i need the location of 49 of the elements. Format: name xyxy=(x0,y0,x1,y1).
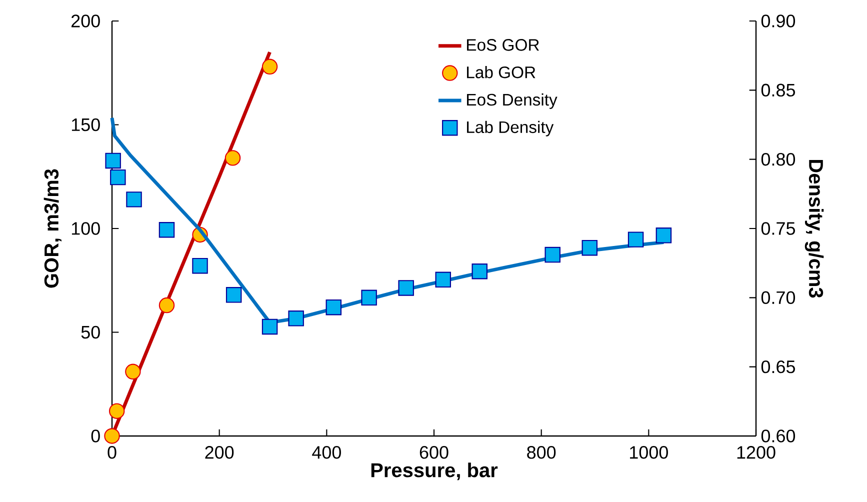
point xyxy=(435,272,451,288)
point xyxy=(544,246,560,263)
x-tick-label: 1200 xyxy=(737,446,776,459)
x-tick-label: 200 xyxy=(205,446,234,459)
x-tick-label: 800 xyxy=(527,446,556,459)
y2-tick-label: 0.60 xyxy=(761,430,796,442)
point xyxy=(326,299,342,316)
point xyxy=(262,58,278,75)
x-tick-label: 400 xyxy=(312,446,341,459)
point xyxy=(158,297,175,314)
legend-label: EoS Density xyxy=(467,93,558,109)
y2-tick-label: 0.90 xyxy=(761,14,796,28)
x-tick-label: 0 xyxy=(108,446,116,459)
x-axis-title: Pressure, bar xyxy=(371,462,498,480)
point xyxy=(110,169,126,186)
y-tick-label: 200 xyxy=(71,14,100,28)
y-axis-title: GOR, m3/m3 xyxy=(44,169,62,288)
y2-tick-label: 0.85 xyxy=(761,84,795,97)
point xyxy=(582,240,598,256)
y2-axis-title: Density, g/cm3 xyxy=(804,160,824,298)
point xyxy=(226,287,242,303)
y-tick-label: 0 xyxy=(91,430,100,442)
point xyxy=(105,152,121,169)
point xyxy=(472,264,488,280)
point xyxy=(108,403,125,419)
y2-tick-label: 0.65 xyxy=(761,360,795,374)
point xyxy=(288,310,304,326)
legend-label: EoS GOR xyxy=(467,39,539,51)
point xyxy=(656,228,672,244)
point xyxy=(158,222,175,238)
point xyxy=(126,192,142,208)
point xyxy=(224,150,241,166)
point xyxy=(628,232,644,248)
point xyxy=(125,364,141,380)
y2-tick-label: 0.80 xyxy=(761,152,796,166)
y-tick-label: 100 xyxy=(72,222,100,235)
legend-label: Lab Density xyxy=(467,120,554,136)
point xyxy=(192,258,208,274)
point xyxy=(262,318,278,335)
x-tick-label: 600 xyxy=(420,446,448,459)
y2-tick-label: 0.75 xyxy=(761,222,795,235)
y-tick-label: 50 xyxy=(81,326,100,339)
y-tick-label: 150 xyxy=(72,118,100,132)
point xyxy=(361,290,377,306)
x-tick-label: 1000 xyxy=(630,446,668,459)
y2-tick-label: 0.70 xyxy=(761,291,796,304)
point xyxy=(104,428,120,444)
point xyxy=(398,280,414,296)
legend-label: Lab GOR xyxy=(467,66,536,78)
